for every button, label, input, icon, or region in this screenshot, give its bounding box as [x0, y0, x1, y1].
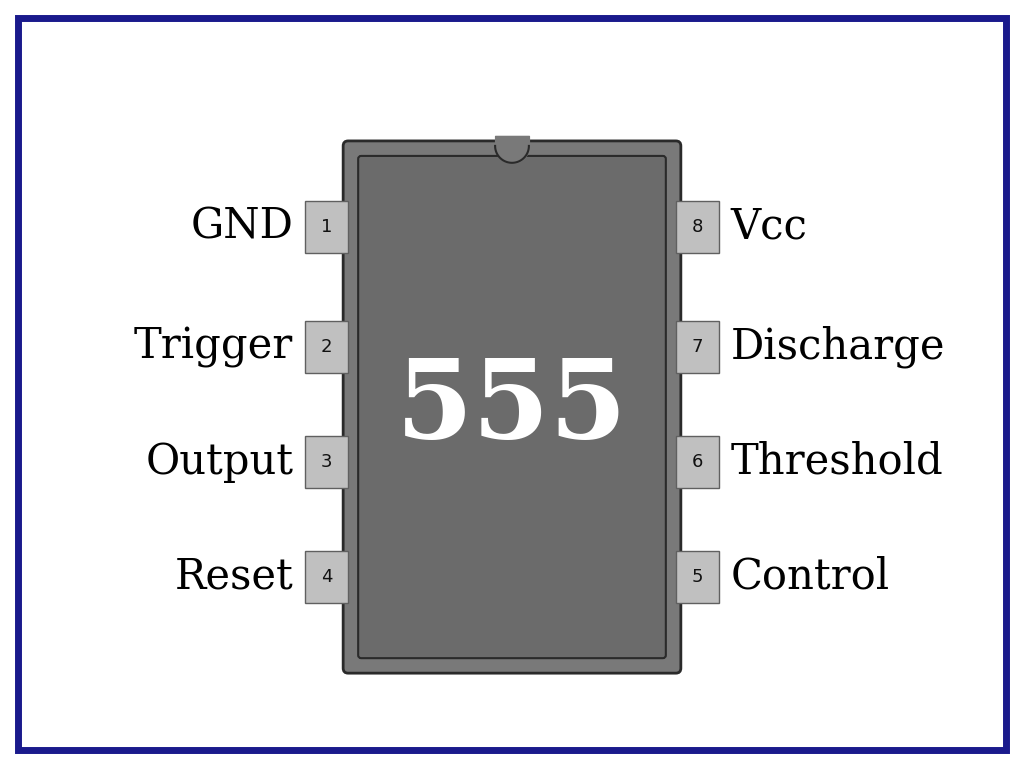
Text: Control: Control	[731, 556, 890, 598]
Bar	[676, 321, 719, 373]
Bar	[305, 435, 348, 488]
Bar	[676, 551, 719, 603]
Text: GND: GND	[190, 206, 293, 248]
Text: 2: 2	[321, 338, 333, 356]
Bar	[676, 435, 719, 488]
Bar	[676, 200, 719, 253]
Text: 555: 555	[396, 353, 628, 461]
Text: 7: 7	[691, 338, 703, 356]
Text: 5: 5	[691, 568, 703, 586]
Text: Discharge: Discharge	[731, 326, 945, 368]
FancyBboxPatch shape	[358, 156, 666, 658]
Text: 6: 6	[691, 453, 703, 471]
Text: Vcc: Vcc	[731, 206, 808, 248]
Bar	[305, 551, 348, 603]
Bar	[305, 321, 348, 373]
Text: 4: 4	[321, 568, 333, 586]
FancyBboxPatch shape	[343, 141, 681, 674]
Text: Threshold: Threshold	[731, 441, 943, 483]
Text: 8: 8	[691, 218, 703, 236]
Text: 3: 3	[321, 453, 333, 471]
Bar	[305, 200, 348, 253]
Text: Reset: Reset	[174, 556, 293, 598]
Text: Trigger: Trigger	[134, 326, 293, 368]
Text: Output: Output	[145, 441, 293, 483]
Text: 1: 1	[321, 218, 333, 236]
